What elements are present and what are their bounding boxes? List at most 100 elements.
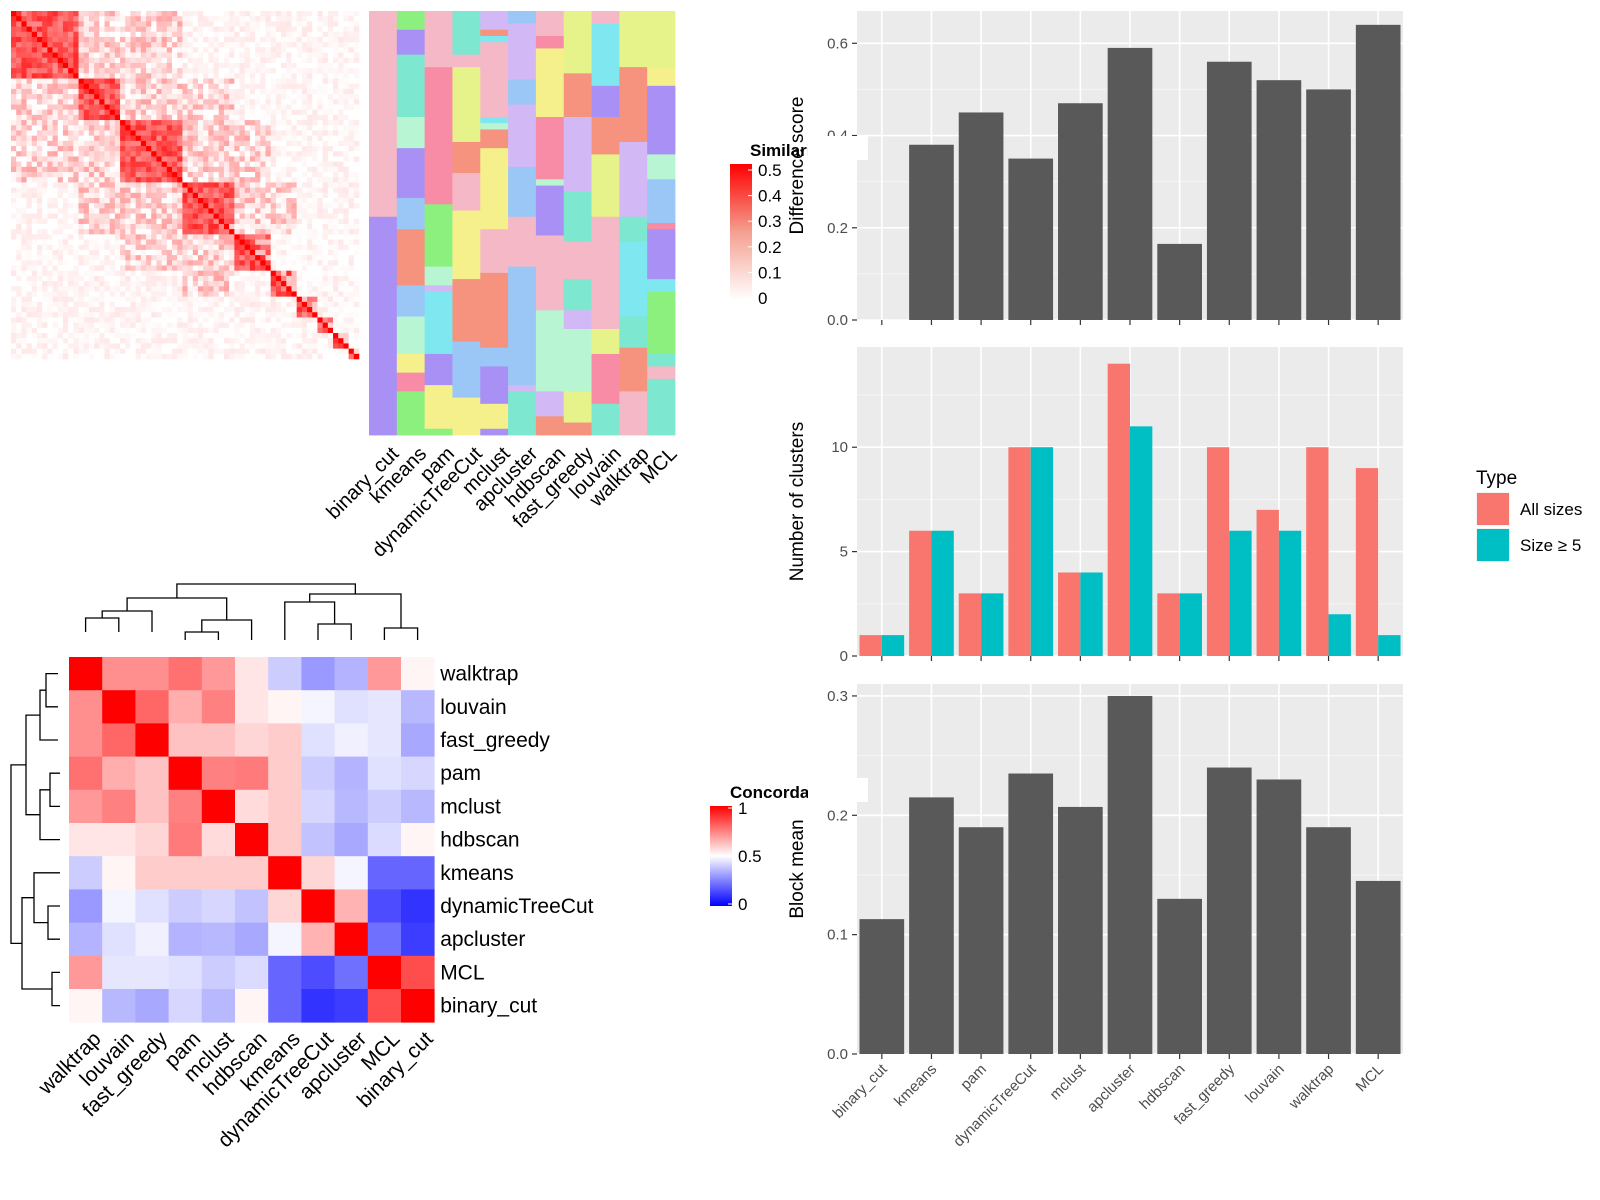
- similarity-cell: [21, 234, 27, 240]
- similarity-cell: [223, 213, 230, 220]
- similarity-cell: [114, 99, 121, 105]
- similarity-cell: [83, 192, 90, 199]
- similarity-cell: [99, 312, 105, 318]
- similarity-cell: [166, 197, 173, 204]
- similarity-cell: [130, 52, 136, 59]
- similarity-cell: [275, 286, 282, 292]
- similarity-cell: [88, 286, 95, 292]
- similarity-cell: [234, 223, 240, 230]
- similarity-cell: [135, 177, 142, 183]
- similarity-cell: [52, 130, 59, 136]
- similarity-cell: [36, 343, 43, 349]
- similarity-cell: [88, 120, 95, 126]
- similarity-cell: [21, 353, 27, 360]
- similarity-cell: [275, 343, 282, 349]
- concordance-cell: [367, 823, 402, 857]
- similarity-cell: [140, 172, 147, 178]
- similarity-cell: [260, 120, 266, 126]
- similarity-cell: [99, 348, 105, 355]
- similarity-cell: [197, 73, 204, 79]
- similarity-cell: [229, 140, 235, 147]
- similarity-cell: [26, 265, 33, 272]
- similarity-cell: [156, 270, 162, 277]
- similarity-cell: [36, 208, 43, 214]
- similarity-cell: [114, 197, 121, 204]
- similarity-cell: [21, 68, 27, 74]
- similarity-cell: [94, 151, 100, 157]
- similarity-cell: [348, 172, 355, 178]
- similarity-cell: [88, 353, 95, 360]
- similarity-cell: [291, 36, 297, 43]
- similarity-cell: [182, 229, 188, 235]
- similarity-cell: [135, 343, 142, 349]
- similarity-cell: [187, 307, 194, 313]
- similarity-cell: [114, 156, 121, 162]
- concordance-cell: [102, 690, 136, 724]
- similarity-legend: Similarity 0.50.40.30.20.10: [730, 141, 827, 308]
- similarity-cell: [255, 42, 261, 48]
- similarity-cell: [187, 140, 194, 147]
- concordance-cell: [235, 756, 269, 791]
- similarity-cell: [140, 166, 147, 173]
- similarity-cell: [244, 36, 251, 43]
- similarity-cell: [229, 338, 235, 344]
- similarity-cell: [42, 343, 48, 349]
- similarity-cell: [94, 333, 100, 339]
- similarity-cell: [244, 52, 251, 59]
- similarity-cell: [140, 343, 147, 349]
- concordance-cell: [168, 922, 203, 957]
- similarity-cell: [255, 301, 261, 308]
- similarity-cell: [36, 338, 43, 344]
- similarity-cell: [36, 109, 43, 116]
- similarity-cell: [140, 187, 147, 194]
- similarity-cell: [187, 322, 194, 329]
- similarity-cell: [343, 172, 349, 178]
- similarity-cell: [140, 281, 147, 287]
- similarity-cell: [104, 31, 110, 38]
- similarity-cell: [234, 317, 240, 323]
- similarity-cell: [62, 151, 69, 157]
- similarity-cell: [301, 42, 308, 48]
- similarity-cell: [218, 192, 225, 199]
- similarity-cell: [239, 296, 246, 303]
- similarity-cell: [348, 317, 355, 323]
- similarity-cell: [68, 57, 74, 64]
- similarity-cell: [78, 353, 85, 360]
- similarity-cell: [47, 99, 53, 105]
- similarity-cell: [307, 47, 313, 53]
- similarity-cell: [229, 83, 235, 90]
- similarity-cell: [260, 244, 266, 251]
- similarity-cell: [307, 94, 313, 100]
- similarity-cell: [296, 120, 303, 126]
- similarity-cell: [218, 197, 225, 204]
- x-tick-label: apcluster: [1084, 1061, 1139, 1116]
- similarity-cell: [130, 244, 136, 251]
- similarity-cell: [213, 260, 220, 266]
- similarity-cell: [151, 16, 157, 22]
- similarity-cell: [78, 234, 85, 240]
- assignment-cell: [591, 329, 620, 355]
- similarity-cell: [244, 260, 251, 266]
- similarity-cell: [161, 218, 168, 225]
- similarity-cell: [317, 249, 323, 256]
- assignment-cell: [647, 353, 676, 367]
- similarity-cell: [223, 109, 230, 116]
- similarity-cell: [16, 135, 22, 142]
- similarity-cell: [36, 47, 43, 53]
- similarity-cell: [343, 338, 349, 344]
- similarity-cell: [203, 52, 209, 59]
- similarity-cell: [265, 99, 272, 105]
- similarity-cell: [52, 312, 59, 318]
- similarity-cell: [83, 343, 90, 349]
- similarity-cell: [21, 307, 27, 313]
- similarity-cell: [270, 208, 277, 214]
- similarity-cell: [62, 52, 69, 59]
- similarity-cell: [265, 312, 272, 318]
- similarity-cell: [182, 16, 188, 22]
- similarity-cell: [161, 42, 168, 48]
- similarity-cell: [218, 94, 225, 100]
- similarity-cell: [16, 161, 22, 168]
- similarity-cell: [281, 130, 287, 136]
- similarity-cell: [317, 78, 323, 85]
- similarity-cell: [353, 301, 360, 308]
